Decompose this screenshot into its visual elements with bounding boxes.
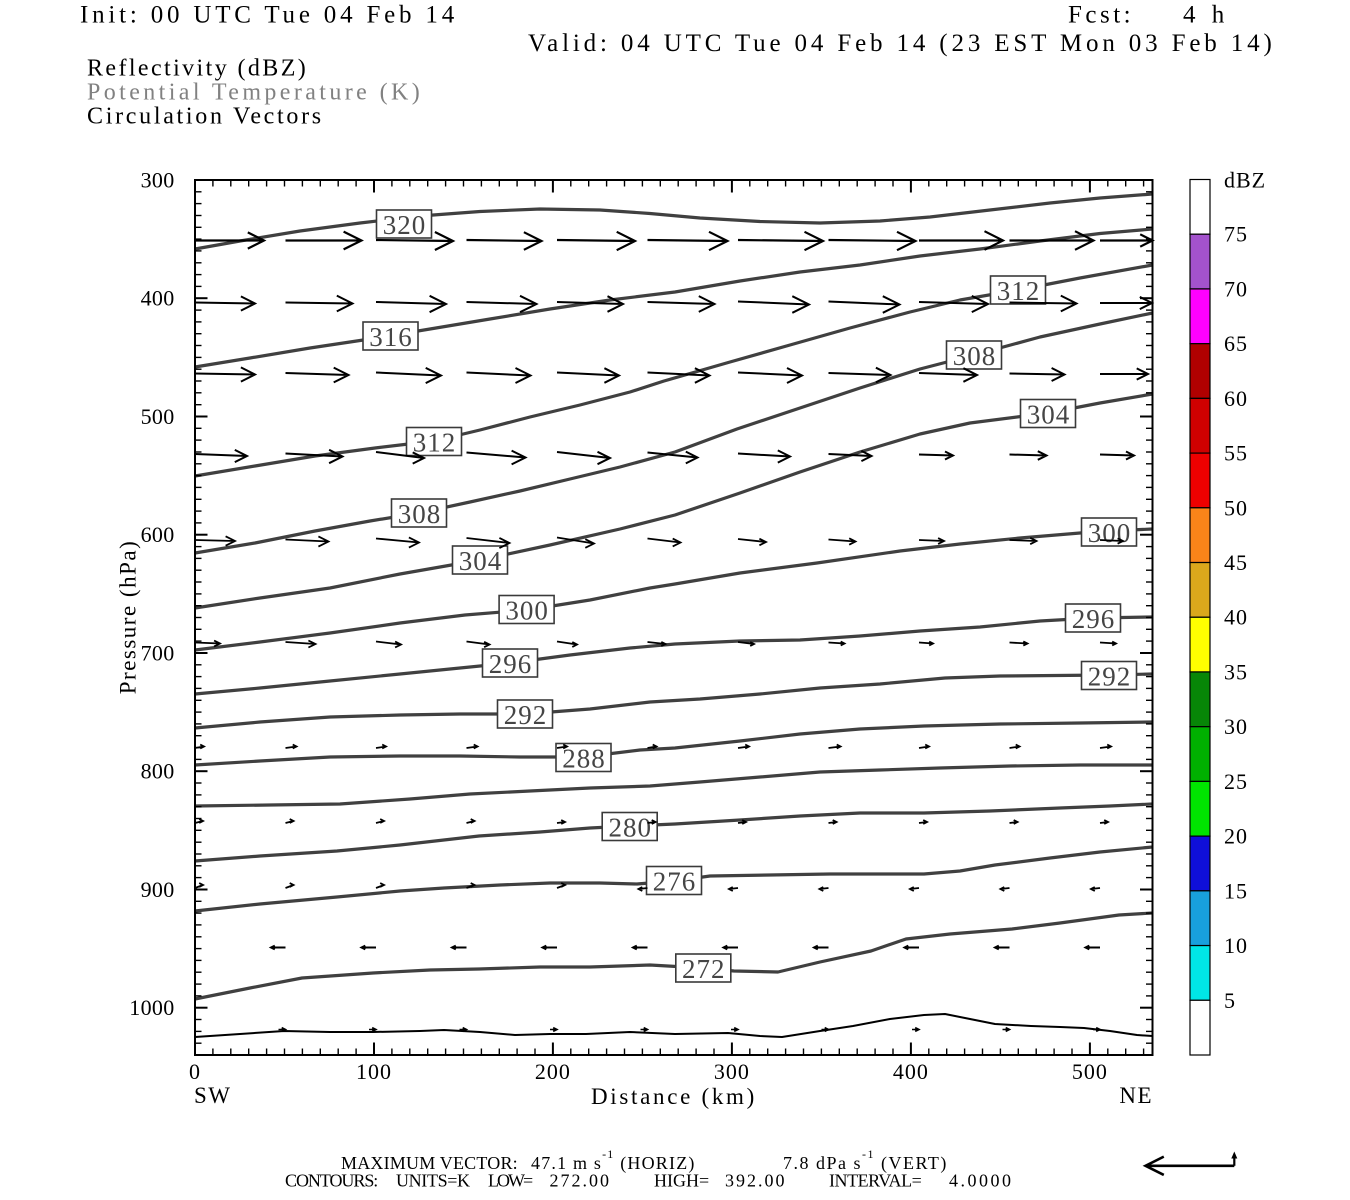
svg-text:INTERVAL=: INTERVAL=: [829, 1170, 922, 1190]
svg-text:45: 45: [1224, 550, 1248, 575]
svg-text:35: 35: [1224, 660, 1248, 685]
svg-text:292: 292: [504, 700, 548, 730]
svg-text:800: 800: [141, 759, 175, 784]
svg-text:600: 600: [141, 522, 175, 547]
svg-text:304: 304: [459, 546, 503, 576]
svg-text:500: 500: [1072, 1059, 1108, 1084]
svg-text:312: 312: [413, 428, 457, 458]
svg-text:Pressure (hPa): Pressure (hPa): [116, 540, 141, 695]
svg-text:25: 25: [1224, 769, 1248, 794]
svg-text:Valid: 04 UTC Tue 04 Feb 14 (2: Valid: 04 UTC Tue 04 Feb 14 (23 EST Mon …: [528, 30, 1276, 57]
svg-text:75: 75: [1224, 222, 1248, 247]
svg-text:Init: 00 UTC Tue 04 Feb 14: Init: 00 UTC Tue 04 Feb 14: [80, 1, 458, 28]
svg-text:Fcst:: Fcst:: [1068, 1, 1134, 28]
svg-text:60: 60: [1224, 386, 1248, 411]
svg-text:296: 296: [1072, 604, 1116, 634]
svg-text:304: 304: [1027, 400, 1071, 430]
svg-text:LOW=: LOW=: [488, 1170, 533, 1190]
svg-text:200: 200: [535, 1059, 571, 1084]
svg-text:CONTOURS:: CONTOURS:: [285, 1170, 377, 1190]
svg-text:UNITS=K: UNITS=K: [396, 1170, 470, 1190]
svg-text:MAXIMUM VECTOR:: MAXIMUM VECTOR:: [341, 1153, 518, 1173]
svg-text:55: 55: [1224, 441, 1248, 466]
svg-text:Circulation Vectors: Circulation Vectors: [87, 104, 324, 130]
svg-text:300: 300: [1088, 518, 1132, 548]
svg-text:4.0000: 4.0000: [949, 1170, 1014, 1190]
svg-text:296: 296: [489, 649, 533, 679]
svg-text:Potential Temperature (K): Potential Temperature (K): [87, 80, 423, 106]
svg-text:300: 300: [141, 168, 175, 193]
svg-text:308: 308: [398, 499, 442, 529]
svg-text:5: 5: [1224, 988, 1236, 1013]
svg-text:20: 20: [1224, 824, 1248, 849]
svg-text:320: 320: [383, 210, 427, 240]
svg-text:0: 0: [189, 1059, 201, 1084]
svg-text:292: 292: [1088, 662, 1132, 692]
svg-text:10: 10: [1224, 933, 1248, 958]
svg-text:50: 50: [1224, 495, 1248, 520]
svg-text:272.00: 272.00: [550, 1170, 612, 1190]
svg-text:500: 500: [141, 404, 175, 429]
svg-text:40: 40: [1224, 605, 1248, 630]
svg-text:30: 30: [1224, 714, 1248, 739]
svg-text:700: 700: [141, 641, 175, 666]
svg-text:65: 65: [1224, 331, 1248, 356]
svg-text:Distance (km): Distance (km): [591, 1084, 757, 1109]
svg-text:100: 100: [356, 1059, 392, 1084]
svg-text:308: 308: [953, 341, 997, 371]
svg-text:70: 70: [1224, 276, 1248, 301]
svg-text:272: 272: [682, 954, 726, 984]
svg-text:288: 288: [562, 744, 606, 774]
svg-text:316: 316: [369, 322, 413, 352]
svg-text:dBZ: dBZ: [1224, 168, 1266, 193]
svg-text:300: 300: [505, 596, 549, 626]
svg-text:900: 900: [141, 877, 175, 902]
svg-text:400: 400: [893, 1059, 929, 1084]
svg-text:4 h: 4 h: [1183, 1, 1229, 28]
svg-text:276: 276: [653, 867, 697, 897]
svg-text:HIGH=: HIGH=: [654, 1170, 709, 1190]
svg-text:312: 312: [997, 276, 1041, 306]
svg-text:392.00: 392.00: [725, 1170, 787, 1190]
svg-text:280: 280: [608, 813, 652, 843]
svg-text:NE: NE: [1119, 1083, 1153, 1108]
svg-text:1000: 1000: [129, 995, 174, 1020]
svg-text:15: 15: [1224, 878, 1248, 903]
svg-text:400: 400: [141, 286, 175, 311]
svg-text:300: 300: [714, 1059, 750, 1084]
svg-text:SW: SW: [194, 1083, 232, 1108]
svg-text:Reflectivity (dBZ): Reflectivity (dBZ): [87, 56, 308, 82]
